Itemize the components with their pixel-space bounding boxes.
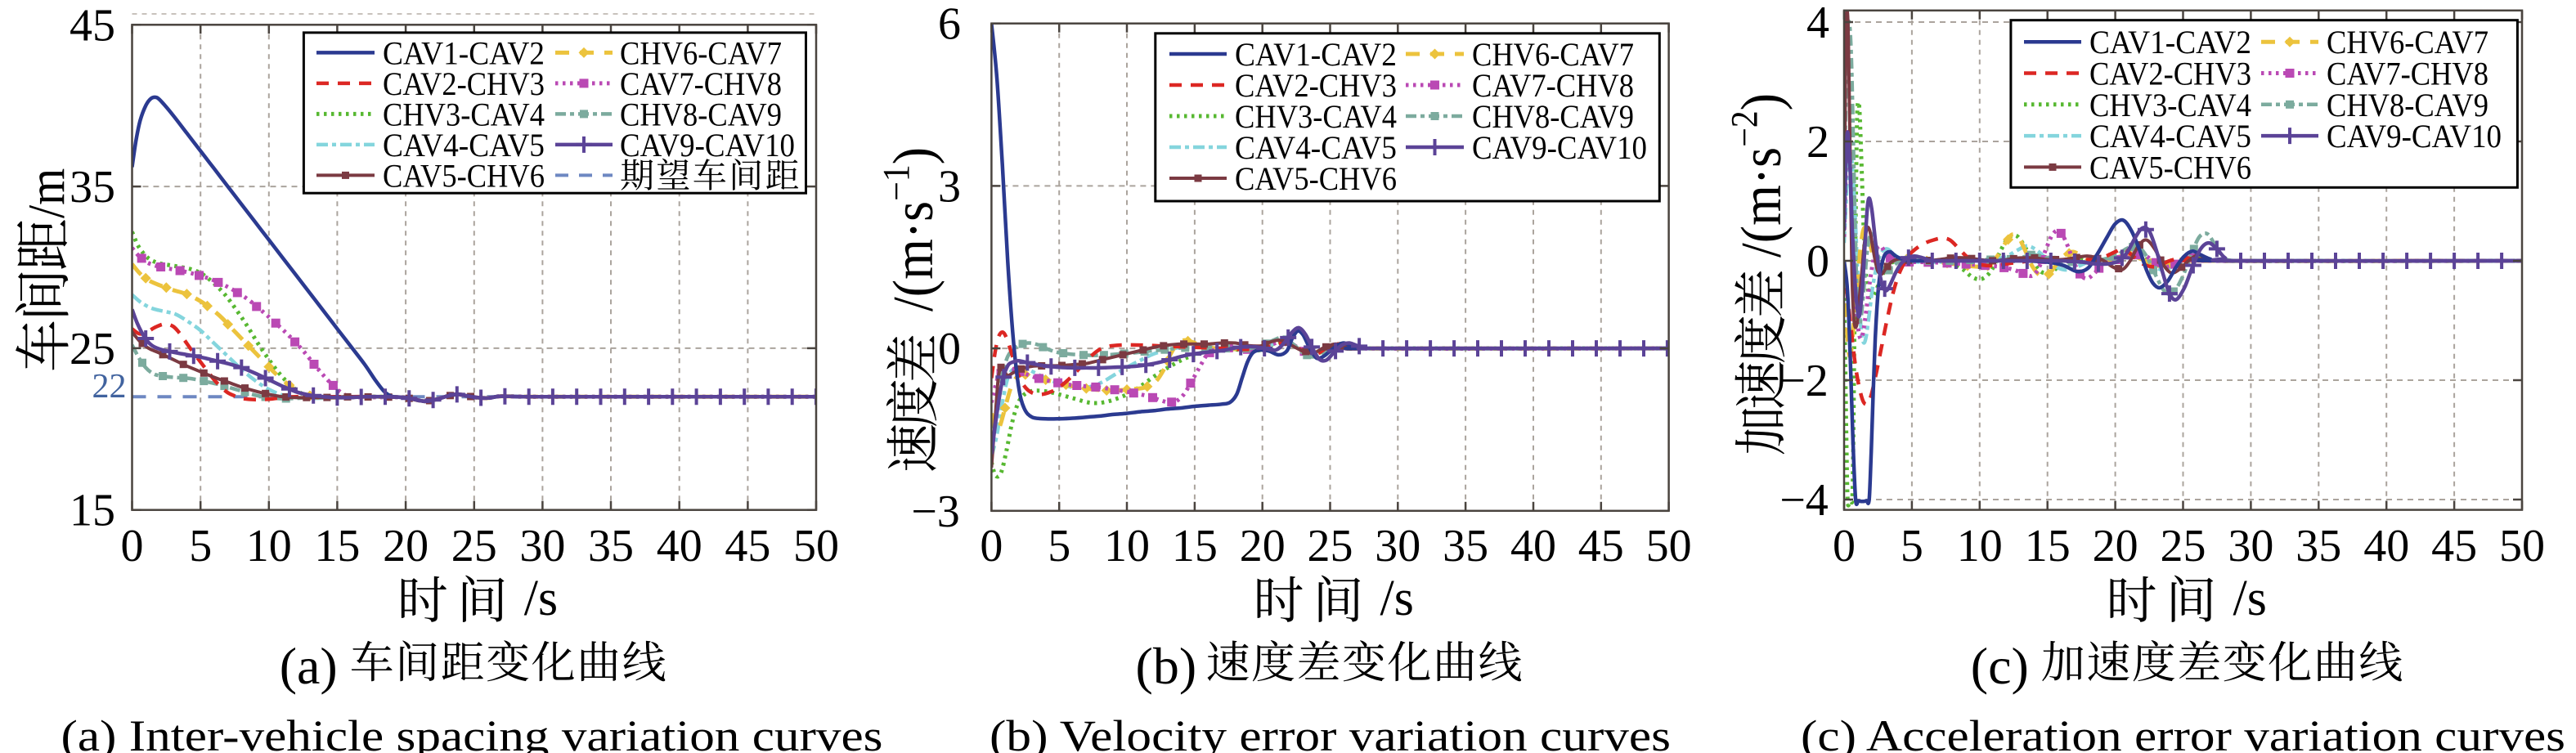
svg-text:CAV1-CAV2: CAV1-CAV2 xyxy=(383,34,545,71)
svg-text:35: 35 xyxy=(1443,521,1488,571)
svg-text:40: 40 xyxy=(2363,521,2409,571)
svg-text:40: 40 xyxy=(657,521,702,571)
svg-text:/s: /s xyxy=(1380,571,1414,626)
svg-text:CHV8-CAV9: CHV8-CAV9 xyxy=(620,96,782,132)
svg-text:15: 15 xyxy=(70,486,115,536)
svg-text:0: 0 xyxy=(1833,521,1856,571)
svg-text:CAV5-CHV6: CAV5-CHV6 xyxy=(383,157,545,194)
svg-text:5: 5 xyxy=(1901,521,1923,571)
svg-text:30: 30 xyxy=(519,521,565,571)
svg-text:40: 40 xyxy=(1510,521,1556,571)
svg-text:/s: /s xyxy=(2233,571,2267,626)
svg-text:CHV6-CAV7: CHV6-CAV7 xyxy=(620,34,782,71)
svg-text:(b): (b) xyxy=(1136,637,1197,695)
svg-text:CAV4-CAV5: CAV4-CAV5 xyxy=(1235,129,1397,166)
svg-text:(a) Inter-vehicle spacing vari: (a) Inter-vehicle spacing variation curv… xyxy=(61,711,883,753)
svg-text:−2: −2 xyxy=(1779,356,1829,406)
svg-text:CAV1-CAV2: CAV1-CAV2 xyxy=(2089,24,2251,61)
svg-text:CAV5-CHV6: CAV5-CHV6 xyxy=(2089,149,2251,186)
svg-text:30: 30 xyxy=(1375,521,1420,571)
svg-text:6: 6 xyxy=(938,0,961,50)
svg-text:CAV9-CAV10: CAV9-CAV10 xyxy=(1472,129,1647,166)
svg-text:(b) Velocity error variation c: (b) Velocity error variation curves xyxy=(990,711,1671,753)
svg-text:5: 5 xyxy=(1048,521,1070,571)
svg-text:45: 45 xyxy=(2431,521,2477,571)
svg-text:CAV2-CHV3: CAV2-CHV3 xyxy=(383,65,545,102)
svg-text:45: 45 xyxy=(70,0,115,51)
svg-text:35: 35 xyxy=(70,162,115,213)
svg-text:20: 20 xyxy=(383,521,429,571)
svg-text:22: 22 xyxy=(92,368,127,406)
svg-text:CAV1-CAV2: CAV1-CAV2 xyxy=(1235,36,1397,73)
svg-text:0: 0 xyxy=(1806,236,1829,287)
svg-text:0: 0 xyxy=(121,521,144,571)
svg-text:CHV3-CAV4: CHV3-CAV4 xyxy=(2089,87,2251,123)
svg-text:CAV9-CAV10: CAV9-CAV10 xyxy=(2327,118,2502,155)
svg-text:−3: −3 xyxy=(911,486,960,537)
svg-text:15: 15 xyxy=(2025,521,2071,571)
svg-text:4: 4 xyxy=(1806,0,1829,48)
svg-text:CAV7-CHV8: CAV7-CHV8 xyxy=(2327,56,2488,92)
svg-text:45: 45 xyxy=(1578,521,1624,571)
svg-text:5: 5 xyxy=(189,521,212,571)
svg-text:CAV7-CHV8: CAV7-CHV8 xyxy=(1472,67,1634,104)
svg-text:CAV2-CHV3: CAV2-CHV3 xyxy=(1235,67,1397,104)
svg-text:25: 25 xyxy=(451,521,497,571)
svg-text:35: 35 xyxy=(2296,521,2341,571)
svg-text:CAV4-CAV5: CAV4-CAV5 xyxy=(2089,118,2251,155)
svg-text:20: 20 xyxy=(1240,521,1286,571)
svg-text:CAV5-CHV6: CAV5-CHV6 xyxy=(1235,160,1397,197)
svg-text:25: 25 xyxy=(70,324,115,374)
svg-text:CAV9-CAV10: CAV9-CAV10 xyxy=(620,127,795,164)
svg-text:CHV6-CAV7: CHV6-CAV7 xyxy=(2327,24,2488,61)
svg-text:(c): (c) xyxy=(1971,637,2029,695)
svg-text:CAV7-CHV8: CAV7-CHV8 xyxy=(620,65,782,102)
svg-text:3: 3 xyxy=(938,161,961,212)
svg-text:0: 0 xyxy=(938,324,961,374)
svg-text:CHV6-CAV7: CHV6-CAV7 xyxy=(1472,36,1634,73)
svg-text:30: 30 xyxy=(2228,521,2273,571)
svg-text:50: 50 xyxy=(1646,521,1692,571)
svg-text:(a): (a) xyxy=(280,637,338,695)
svg-text:2: 2 xyxy=(1806,117,1829,168)
svg-text:−4: −4 xyxy=(1779,475,1829,526)
svg-text:50: 50 xyxy=(2499,521,2545,571)
svg-text:CAV4-CAV5: CAV4-CAV5 xyxy=(383,127,545,164)
svg-text:45: 45 xyxy=(725,521,770,571)
svg-text:35: 35 xyxy=(588,521,634,571)
svg-text:CAV2-CHV3: CAV2-CHV3 xyxy=(2089,56,2251,92)
svg-text:10: 10 xyxy=(246,521,292,571)
svg-text:20: 20 xyxy=(2093,521,2138,571)
svg-text:25: 25 xyxy=(2161,521,2206,571)
svg-text:(c) Acceleration error variati: (c) Acceleration error variation curves xyxy=(1801,711,2565,753)
svg-text:/m: /m xyxy=(19,168,76,218)
svg-text:10: 10 xyxy=(1104,521,1150,571)
svg-text:CHV3-CAV4: CHV3-CAV4 xyxy=(383,96,545,132)
svg-text:CHV3-CAV4: CHV3-CAV4 xyxy=(1235,98,1397,135)
svg-text:10: 10 xyxy=(1957,521,2003,571)
svg-text:15: 15 xyxy=(314,521,360,571)
svg-text:0: 0 xyxy=(980,521,1003,571)
svg-text:CHV8-CAV9: CHV8-CAV9 xyxy=(1472,98,1634,135)
svg-text:CHV8-CAV9: CHV8-CAV9 xyxy=(2327,87,2488,123)
svg-text:50: 50 xyxy=(793,521,839,571)
svg-text:25: 25 xyxy=(1308,521,1353,571)
svg-text:15: 15 xyxy=(1172,521,1218,571)
svg-text:/s: /s xyxy=(524,571,558,626)
